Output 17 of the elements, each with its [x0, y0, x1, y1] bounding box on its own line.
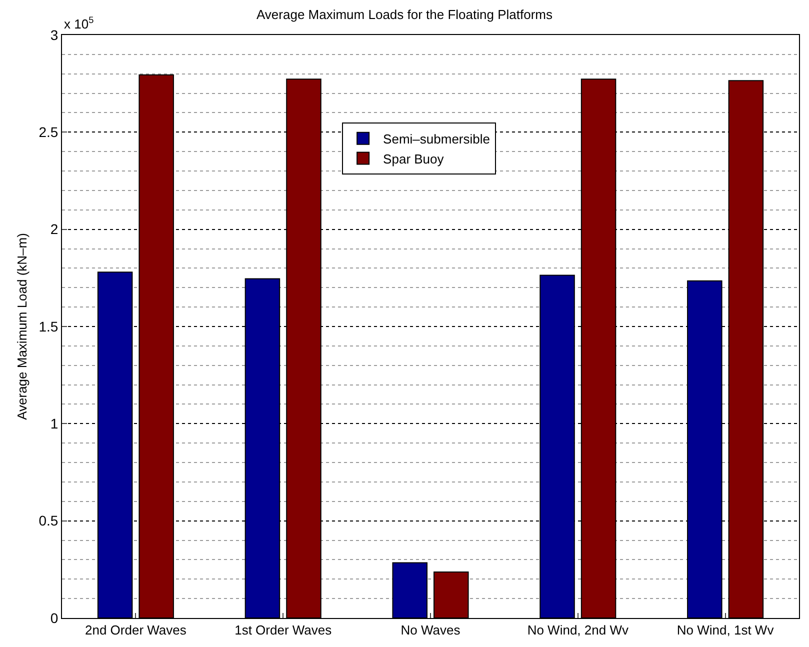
x-tick-label: No Wind, 1st Wv	[676, 622, 774, 638]
x-tick-label: 2nd Order Waves	[84, 622, 187, 638]
y-tick-label: 2	[50, 221, 58, 238]
x-tick-label: 1st Order Waves	[234, 622, 332, 638]
x-tick-label: No Waves	[400, 622, 461, 638]
y-tick-label: 3	[50, 26, 58, 43]
y-tick-label: 1.5	[38, 318, 58, 334]
y-axis-title: Average Maximum Load (kN–m)	[14, 233, 30, 420]
x-tick-label: No Wind, 2nd Wv	[527, 622, 629, 638]
legend-label: Semi–submersible	[383, 131, 490, 146]
chart-title: Average Maximum Loads for the Floating Platforms	[256, 6, 553, 22]
y-tick-label: 0	[50, 610, 58, 626]
text: x 10$^{5}$	[64, 15, 94, 32]
y-tick-label: 1	[50, 416, 58, 432]
y-tick-label: 0.5	[38, 512, 58, 529]
legend-label: Spar Buoy	[383, 151, 444, 166]
y-tick-label: 2.5	[38, 124, 58, 140]
